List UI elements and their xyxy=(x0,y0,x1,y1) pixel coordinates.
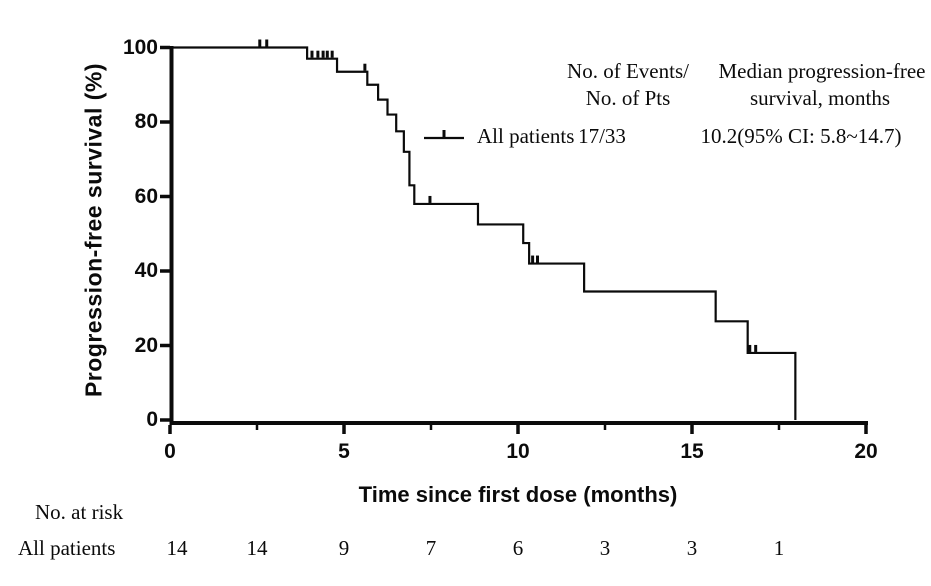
median-column-header-line2: survival, months xyxy=(750,86,890,110)
x-axis-title: Time since first dose (months) xyxy=(358,482,678,507)
y-tick-label: 80 xyxy=(134,110,158,133)
x-tick-label: 0 xyxy=(164,440,176,463)
risk-table-caption: No. at risk xyxy=(35,500,124,524)
legend-events-value: 17/33 xyxy=(578,124,626,148)
y-tick-label: 60 xyxy=(134,184,158,208)
risk-count: 3 xyxy=(686,536,698,560)
risk-count: 1 xyxy=(773,536,785,560)
y-tick-label: 0 xyxy=(146,408,158,431)
risk-count: 9 xyxy=(338,536,350,560)
risk-table-row-label: All patients xyxy=(18,536,116,560)
legend-median-value: 10.2(95% CI: 5.8~14.7) xyxy=(700,124,902,148)
risk-count: 14 xyxy=(246,536,268,560)
x-tick-label: 20 xyxy=(854,440,878,463)
median-column-header-line1: Median progression-free xyxy=(718,59,926,83)
events-column-header-line2: No. of Pts xyxy=(585,86,671,110)
x-tick-label: 10 xyxy=(506,440,530,463)
risk-count: 14 xyxy=(166,536,188,560)
y-tick-label: 100 xyxy=(122,35,158,59)
y-tick-label: 40 xyxy=(134,259,158,282)
risk-count: 7 xyxy=(425,536,437,560)
risk-count: 6 xyxy=(512,536,524,560)
events-column-header-line1: No. of Events/ xyxy=(567,59,689,83)
risk-count: 3 xyxy=(599,536,611,560)
legend-series-label: All patients xyxy=(477,124,575,148)
x-tick-label: 15 xyxy=(680,440,704,463)
y-tick-label: 20 xyxy=(134,333,158,357)
km-curve-all-patients xyxy=(172,46,797,420)
x-tick-label: 5 xyxy=(338,440,350,463)
